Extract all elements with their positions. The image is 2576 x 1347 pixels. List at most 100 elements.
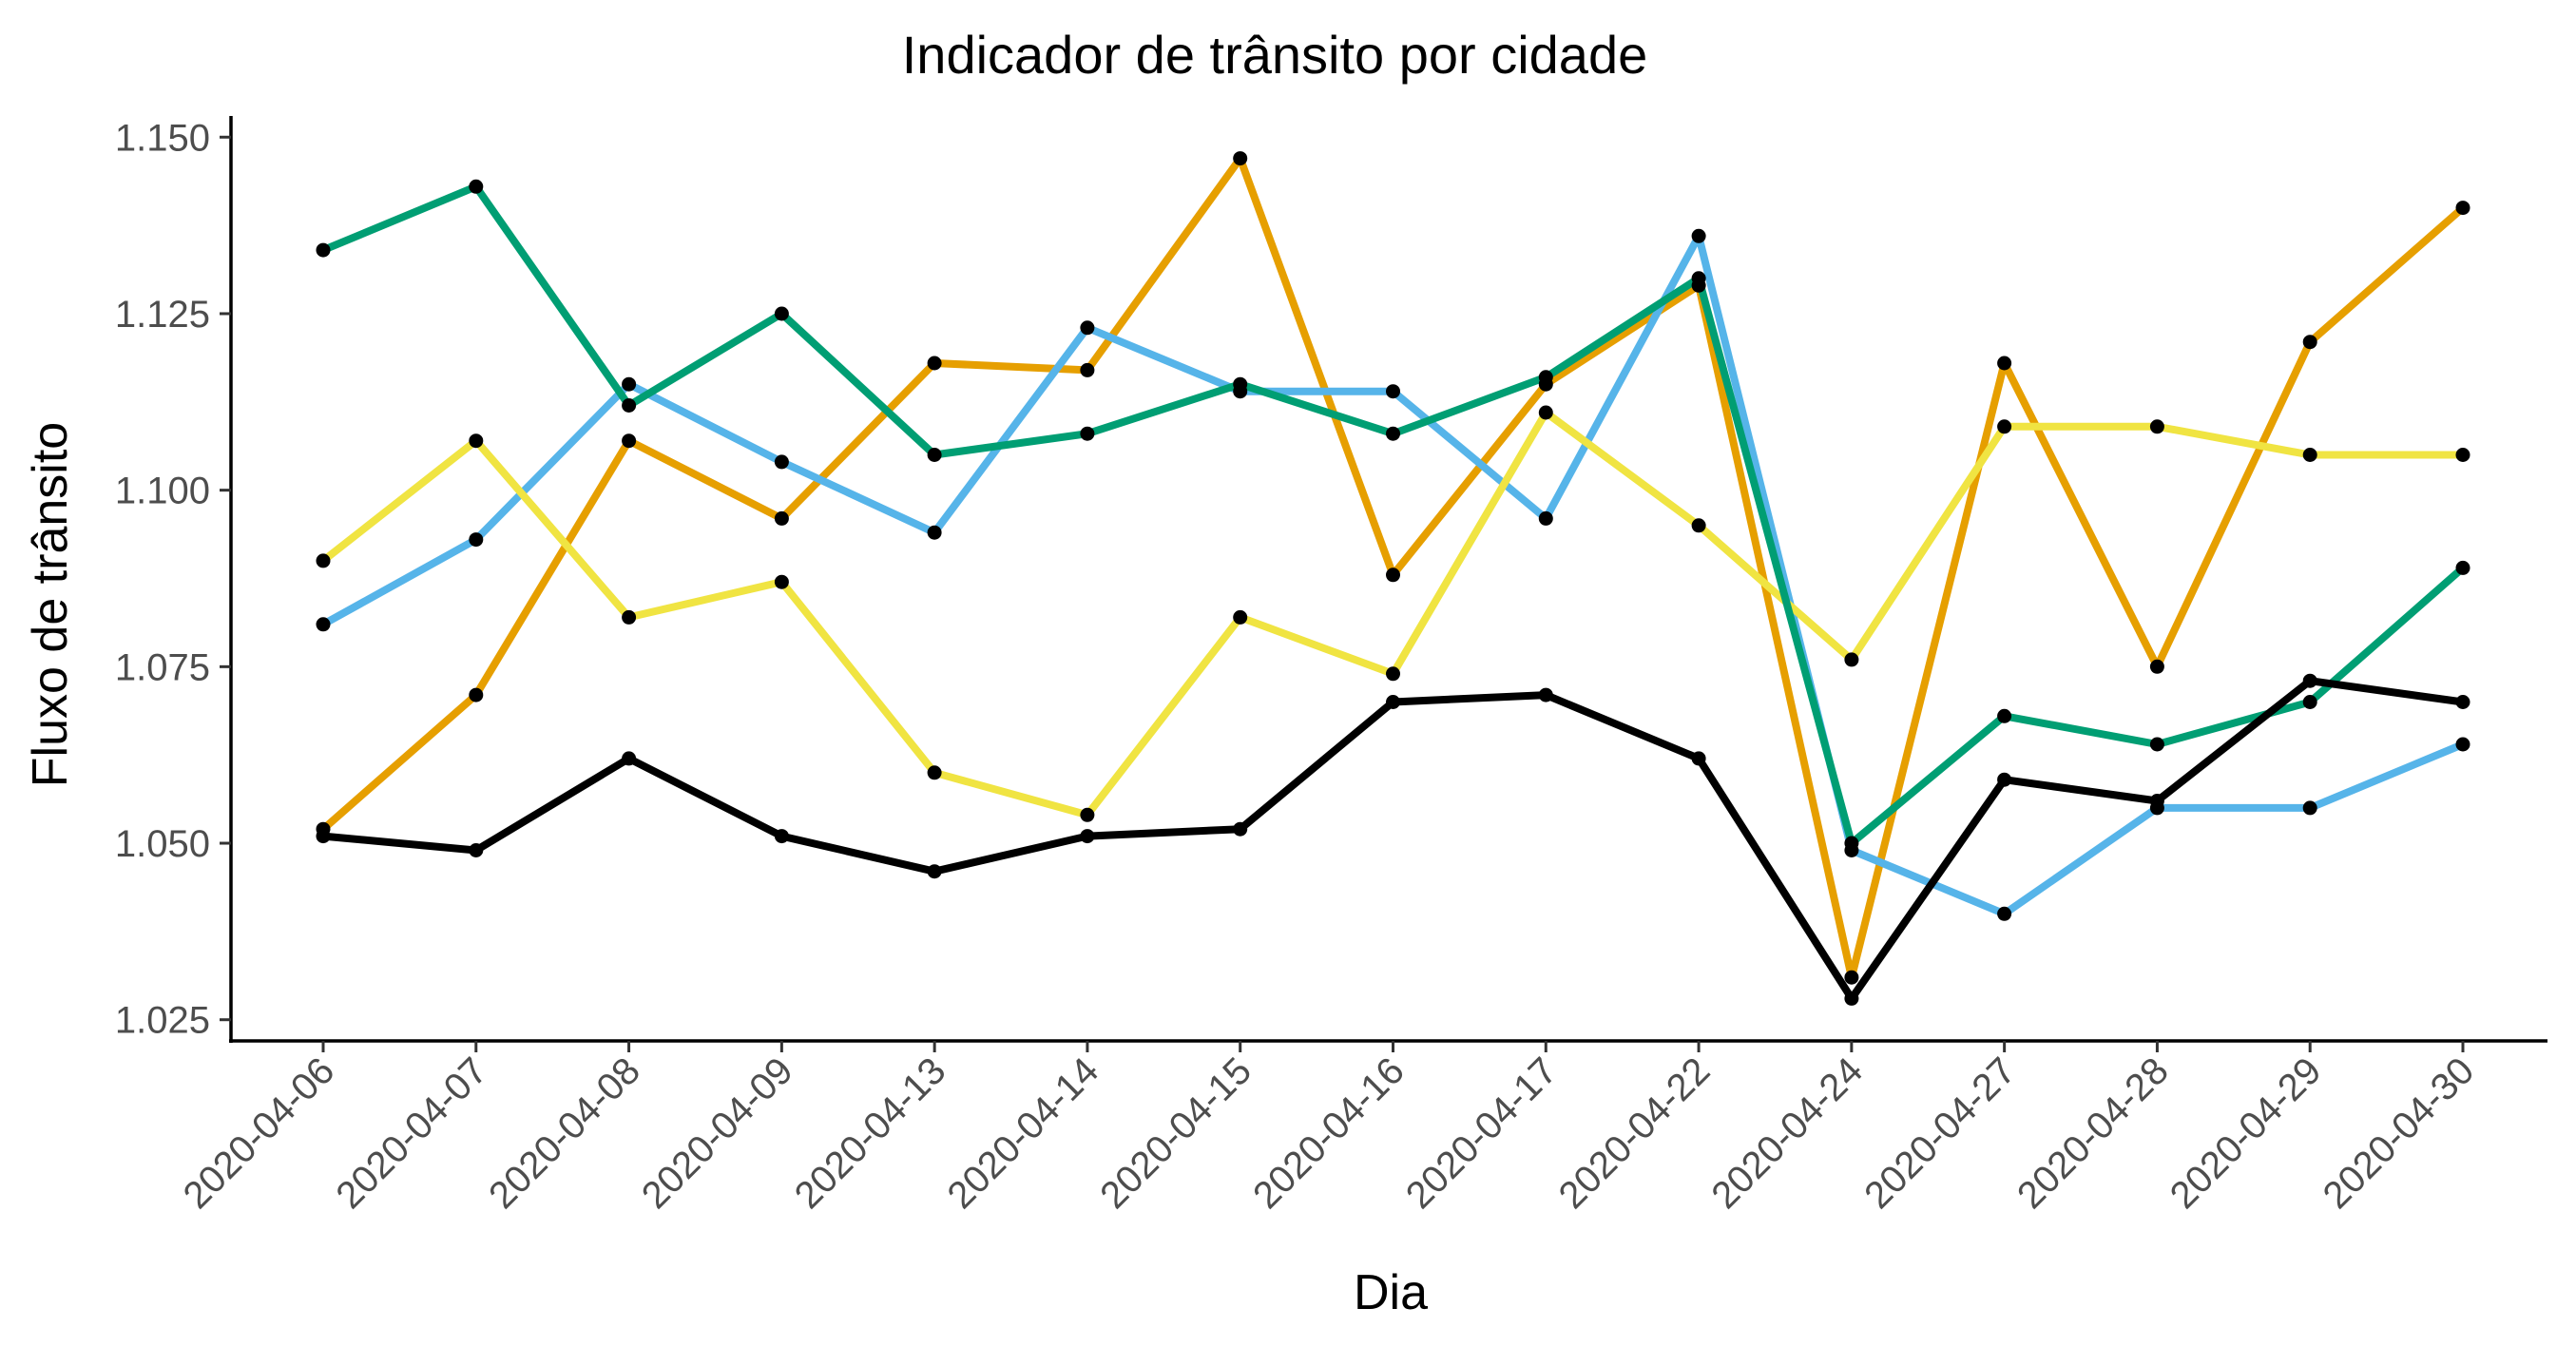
data-point: [1997, 356, 2012, 371]
data-point: [1538, 510, 1553, 526]
data-point: [2455, 695, 2470, 709]
data-point: [622, 398, 637, 413]
data-point: [927, 525, 942, 540]
chart-title: Indicador de trânsito por cidade: [902, 25, 1648, 85]
data-point: [1233, 821, 1248, 837]
data-point: [927, 356, 942, 371]
data-point: [1997, 708, 2012, 723]
x-axis-ticks: 2020-04-062020-04-072020-04-082020-04-09…: [176, 1041, 2483, 1217]
data-point: [1691, 228, 1706, 243]
data-point: [927, 864, 942, 879]
data-point: [774, 574, 789, 589]
x-tick-label: 2020-04-28: [2009, 1049, 2177, 1217]
data-point: [1386, 666, 1400, 682]
data-point: [1844, 836, 1859, 851]
data-point: [622, 609, 637, 625]
data-point: [774, 306, 789, 321]
data-point: [316, 553, 331, 568]
data-point: [622, 433, 637, 449]
data-point: [2455, 448, 2470, 462]
data-point: [622, 751, 637, 766]
x-tick-label: 2020-04-08: [481, 1049, 648, 1217]
x-tick-label: 2020-04-27: [1856, 1049, 2024, 1217]
data-point: [2455, 737, 2470, 752]
data-point: [1844, 991, 1859, 1006]
data-point: [316, 242, 331, 258]
y-axis-ticks: 1.025 1.050 1.075 1.100 1.125 1.150: [115, 117, 231, 1042]
data-point: [1080, 829, 1095, 844]
data-point: [2302, 800, 2317, 816]
y-tick-label: 1.075: [115, 646, 210, 688]
data-point: [2302, 335, 2317, 350]
x-tick-label: 2020-04-15: [1092, 1049, 1259, 1217]
x-tick-label: 2020-04-13: [787, 1049, 954, 1217]
data-point: [622, 376, 637, 392]
data-point: [2302, 448, 2317, 462]
data-point: [1997, 772, 2012, 787]
data-point: [316, 617, 331, 632]
y-tick-label: 1.050: [115, 823, 210, 865]
data-point: [1386, 384, 1400, 399]
x-tick-label: 2020-04-24: [1703, 1049, 1871, 1217]
x-tick-label: 2020-04-16: [1245, 1049, 1413, 1217]
x-tick-label: 2020-04-09: [634, 1049, 801, 1217]
data-point: [1233, 609, 1248, 625]
data-point: [1233, 376, 1248, 392]
data-point: [1386, 568, 1400, 583]
data-point: [2302, 673, 2317, 688]
data-point: [2149, 737, 2164, 752]
x-tick-label: 2020-04-14: [939, 1049, 1106, 1217]
data-point: [1080, 362, 1095, 377]
data-point: [1080, 320, 1095, 336]
data-point: [927, 765, 942, 780]
data-point: [2455, 201, 2470, 216]
points-layer: [316, 151, 2470, 1006]
y-tick-label: 1.125: [115, 294, 210, 336]
x-tick-label: 2020-04-07: [328, 1049, 495, 1217]
data-point: [774, 510, 789, 526]
data-point: [469, 433, 484, 449]
series-line-5: [322, 677, 2464, 1003]
data-point: [1080, 426, 1095, 441]
data-point: [469, 687, 484, 702]
y-axis-title: Fluxo de trânsito: [23, 422, 78, 787]
series-line-4: [321, 183, 2466, 847]
x-tick-label: 2020-04-17: [1398, 1049, 1566, 1217]
data-point: [2149, 419, 2164, 434]
data-point: [1538, 687, 1553, 702]
data-point: [1997, 906, 2012, 921]
data-point: [1997, 419, 2012, 434]
data-point: [1691, 518, 1706, 533]
data-point: [1233, 151, 1248, 166]
data-point: [1538, 370, 1553, 385]
x-tick-label: 2020-04-22: [1551, 1049, 1719, 1217]
data-point: [2149, 794, 2164, 808]
data-point: [774, 454, 789, 470]
x-tick-label: 2020-04-06: [176, 1049, 343, 1217]
data-point: [2149, 659, 2164, 674]
data-point: [1538, 405, 1553, 420]
y-tick-label: 1.100: [115, 471, 210, 512]
data-point: [316, 829, 331, 844]
data-point: [469, 843, 484, 857]
series-line-3: [320, 409, 2463, 819]
data-point: [1844, 970, 1859, 985]
y-tick-label: 1.150: [115, 117, 210, 159]
data-point: [774, 829, 789, 844]
data-point: [2302, 695, 2317, 709]
data-point: [927, 448, 942, 462]
data-point: [1691, 271, 1706, 286]
data-point: [1386, 695, 1400, 709]
data-point: [469, 532, 484, 548]
x-tick-label: 2020-04-29: [2163, 1049, 2330, 1217]
x-axis-title: Dia: [1354, 1265, 1428, 1320]
data-point: [1691, 751, 1706, 766]
data-point: [1844, 652, 1859, 667]
data-point: [2455, 560, 2470, 575]
data-point: [1386, 426, 1400, 441]
y-tick-label: 1.025: [115, 1000, 210, 1042]
data-point: [1080, 807, 1095, 822]
x-tick-label: 2020-04-30: [2316, 1049, 2483, 1217]
data-point: [469, 179, 484, 194]
